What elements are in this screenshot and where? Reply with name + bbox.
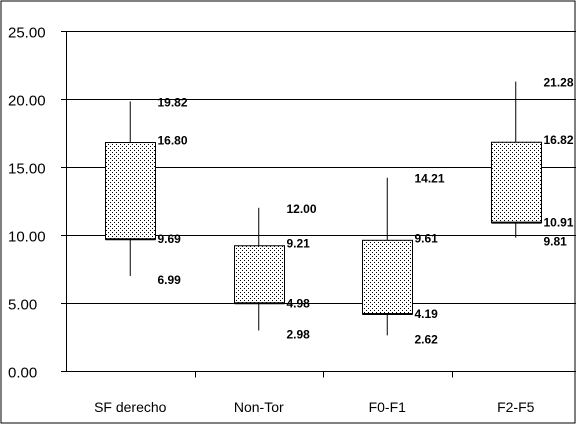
min-label: 9.81 bbox=[544, 235, 568, 249]
max-label: 12.00 bbox=[287, 202, 317, 216]
q3-label: 9.61 bbox=[415, 231, 439, 245]
y-tick-label: 10.00 bbox=[8, 229, 46, 246]
y-axis-tick-labels: 0.00 5.00 10.00 15.00 20.00 25.00 bbox=[8, 25, 46, 382]
iqr-box bbox=[234, 245, 285, 304]
y-tick-label: 15.00 bbox=[8, 161, 46, 178]
q3-label: 9.21 bbox=[287, 237, 311, 251]
q1-label: 9.69 bbox=[158, 232, 182, 246]
q1-label: 4.19 bbox=[415, 307, 439, 321]
max-label: 19.82 bbox=[158, 95, 188, 109]
min-label: 6.99 bbox=[158, 273, 182, 287]
category-label: Non-Tor bbox=[234, 399, 284, 415]
q3-label: 16.82 bbox=[544, 133, 574, 147]
q1-label: 10.91 bbox=[544, 216, 574, 230]
y-tick-label: 25.00 bbox=[8, 25, 46, 42]
iqr-box bbox=[105, 142, 156, 240]
y-tick-label: 20.00 bbox=[8, 93, 46, 110]
iqr-box bbox=[362, 239, 413, 315]
iqr-box bbox=[491, 141, 542, 224]
max-label: 21.28 bbox=[544, 76, 574, 90]
max-label: 14.21 bbox=[415, 172, 445, 186]
data-labels: 19.82 16.80 9.69 6.99 12.00 9.21 4.98 2.98 14.21… bbox=[158, 76, 574, 347]
q1-label: 4.98 bbox=[287, 296, 311, 310]
y-tick-label: 5.00 bbox=[8, 297, 37, 314]
q3-label: 16.80 bbox=[158, 134, 188, 148]
category-label: SF derecho bbox=[94, 399, 167, 415]
x-axis-category-labels: SF derecho Non-Tor F0-F1 F2-F5 bbox=[94, 399, 535, 415]
category-label: F0-F1 bbox=[369, 399, 407, 415]
category-label: F2-F5 bbox=[497, 399, 535, 415]
boxes bbox=[105, 81, 542, 336]
min-label: 2.98 bbox=[287, 327, 311, 341]
y-tick-label: 0.00 bbox=[8, 365, 37, 382]
min-label: 2.62 bbox=[415, 332, 439, 346]
axes bbox=[61, 31, 576, 378]
